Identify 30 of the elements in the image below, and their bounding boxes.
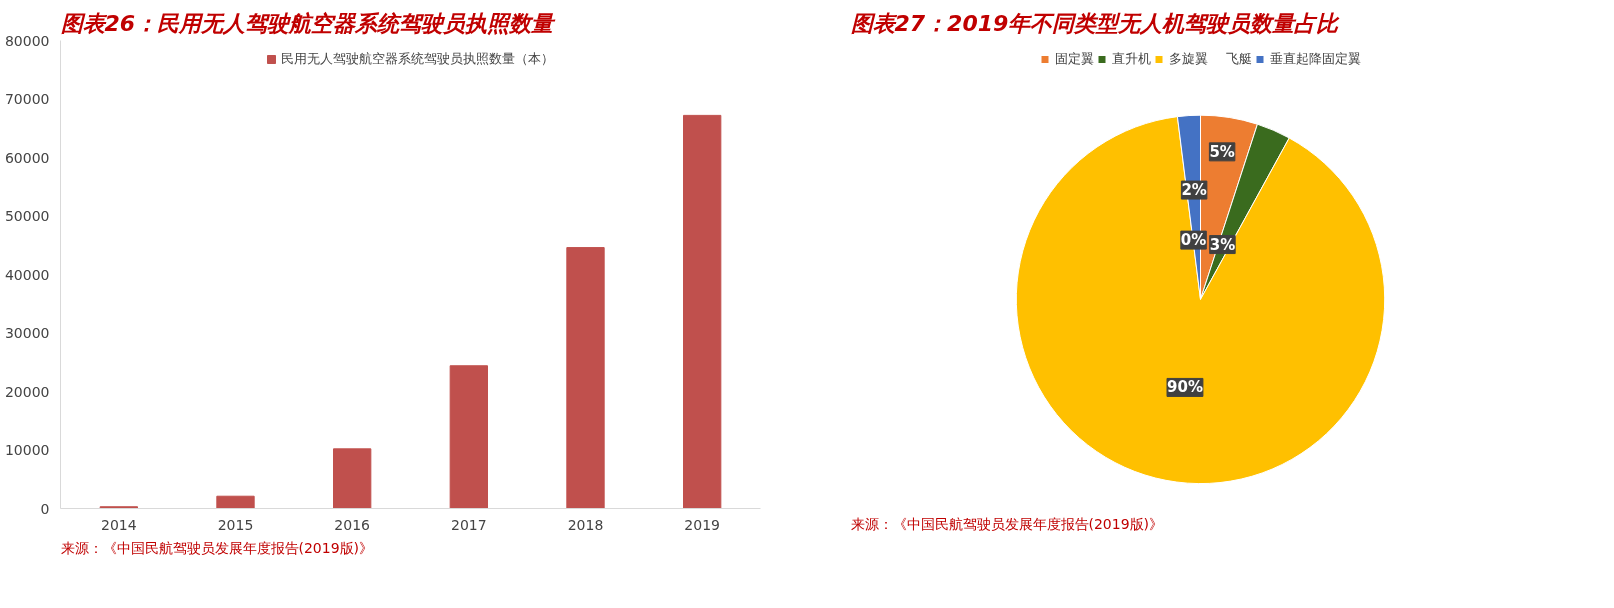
- x-tick-label: 2017: [451, 516, 487, 533]
- y-tick-label: 50000: [4, 208, 50, 224]
- y-tick-label: 40000: [4, 266, 50, 283]
- y-tick-label: 10000: [4, 442, 50, 458]
- legend-label: 民用无人驾驶航空器系统驾驶员执照数量（本）: [281, 50, 554, 68]
- x-tick-label: 2015: [217, 516, 254, 533]
- data-label: 5%: [1209, 142, 1235, 161]
- data-label: 2%: [1181, 181, 1207, 200]
- x-tick-label: 2018: [567, 516, 604, 533]
- y-tick-label: 60000: [4, 149, 50, 166]
- data-label: 3%: [1209, 235, 1236, 254]
- x-tick-label: 2019: [684, 516, 720, 533]
- chart-title: 图表26：民用无人驾驶航空器系统驾驶员执照数量: [60, 10, 557, 36]
- legend-label: 固定翼: [1054, 50, 1094, 68]
- chart-title: 图表27：2019年不同类型无人机驾驶员数量占比: [850, 10, 1341, 36]
- source-note: 来源：《中国民航驾驶员发展年度报告(2019版)》: [850, 515, 1164, 532]
- y-tick-label: 20000: [4, 383, 50, 400]
- text: 0%: [1180, 231, 1207, 250]
- data-label: 90%: [1167, 378, 1203, 397]
- source-note: 来源：《中国民航驾驶员发展年度报告(2019版)》: [60, 539, 374, 556]
- y-tick-label: 0: [40, 500, 50, 517]
- category-label: 飞艇: [1225, 51, 1252, 66]
- y-tick-label: 80000: [4, 32, 50, 49]
- y-tick-label: 30000: [4, 325, 50, 341]
- legend-label: 垂直起降固定翼: [1269, 50, 1361, 68]
- legend-label: 直升机: [1111, 50, 1151, 68]
- x-tick-label: 2016: [334, 516, 371, 533]
- x-tick-label: 2014: [101, 516, 137, 533]
- y-tick-label: 70000: [4, 91, 50, 107]
- legend-label: 多旋翼: [1168, 50, 1208, 68]
